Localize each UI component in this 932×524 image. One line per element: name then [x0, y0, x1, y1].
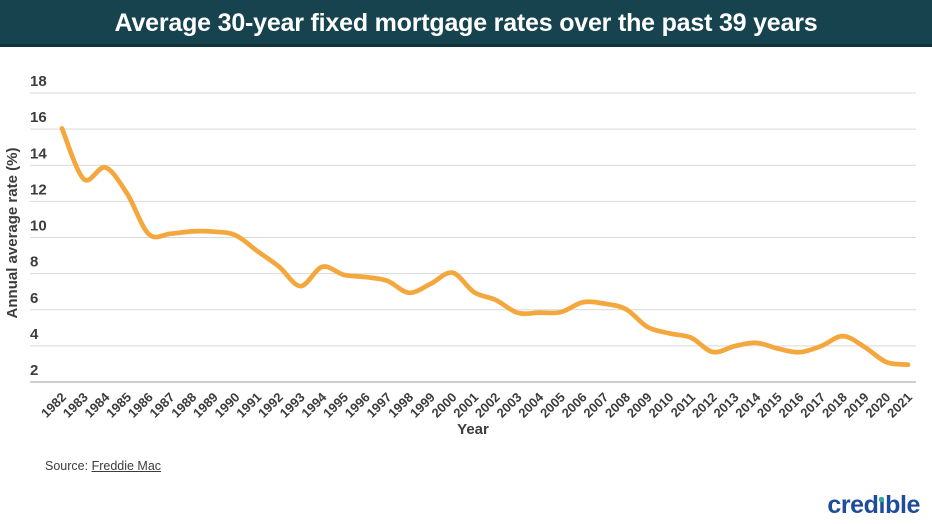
source-line: Source: Freddie Mac [45, 459, 161, 473]
title-bar: Average 30-year fixed mortgage rates ove… [0, 0, 932, 47]
y-tick-label-8: 8 [30, 254, 38, 271]
y-tick-label-10: 10 [30, 218, 47, 235]
brand-text-pre: cred [827, 491, 879, 519]
brand-logo[interactable]: credı ble [827, 493, 920, 518]
y-tick-label-16: 16 [30, 109, 47, 126]
rate-line [59, 126, 911, 368]
y-tick-label-12: 12 [30, 181, 47, 198]
source-link[interactable]: Freddie Mac [91, 459, 162, 473]
y-tick-label-2: 2 [30, 362, 38, 379]
y-tick-label-4: 4 [30, 326, 39, 343]
brand-letter-i: ı [878, 491, 886, 519]
brand-text-post: ble [885, 491, 920, 519]
brand-i-dot [879, 497, 885, 502]
chart-canvas: 1816141210864219821983198419851986198719… [30, 73, 916, 421]
x-tick-label-2021: 2021 [884, 390, 915, 421]
x-axis-title: Year [457, 421, 489, 438]
source-label: Source: [45, 459, 92, 473]
y-tick-label-14: 14 [30, 145, 47, 162]
y-tick-label-18: 18 [30, 73, 47, 90]
y-tick-label-6: 6 [30, 290, 38, 307]
chart-title: Average 30-year fixed mortgage rates ove… [114, 9, 818, 37]
